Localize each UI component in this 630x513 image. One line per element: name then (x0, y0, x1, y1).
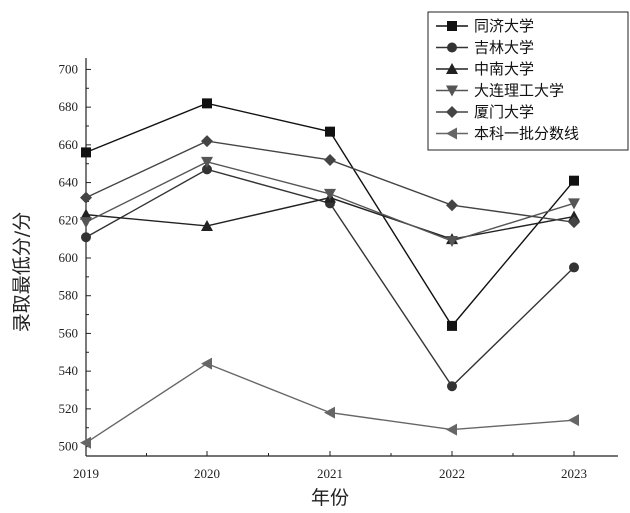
series-5 (80, 135, 580, 229)
y-tick-label: 500 (59, 439, 79, 454)
data-point (447, 381, 457, 392)
legend-entry: 中南大学 (436, 60, 534, 78)
series-1 (81, 98, 579, 331)
data-point (568, 216, 580, 229)
data-point (447, 320, 457, 331)
x-tick-label: 2021 (317, 466, 343, 481)
x-tick-label: 2023 (561, 466, 587, 481)
legend-marker (447, 21, 457, 31)
legend-label: 大连理工大学 (474, 82, 564, 100)
legend-entry: 大连理工大学 (436, 82, 564, 100)
data-point (201, 135, 213, 148)
legend-entry: 厦门大学 (436, 103, 534, 121)
data-point (80, 436, 91, 449)
legend-marker (446, 106, 458, 118)
data-point (81, 147, 91, 158)
legend-entry: 本科一批分数线 (436, 125, 579, 143)
data-point (569, 175, 579, 186)
y-tick-label: 620 (59, 212, 79, 227)
y-tick-label: 680 (59, 99, 79, 114)
data-point (324, 406, 335, 419)
y-tick-label: 560 (59, 325, 79, 340)
axes: 500 520 540 560 580 600 620 640 660 680 700 2019 202… (59, 58, 618, 481)
legend-entry: 同济大学 (436, 17, 534, 35)
series-line (85, 362, 575, 444)
data-point (202, 98, 212, 109)
x-tick-label: 2019 (73, 466, 99, 481)
data-point (568, 414, 579, 427)
data-point (81, 232, 91, 243)
data-point (201, 156, 213, 168)
legend-label: 吉林大学 (474, 39, 534, 57)
series-layer (80, 98, 580, 449)
legend-marker (446, 63, 458, 74)
legend-label: 中南大学 (474, 60, 534, 78)
data-point (202, 164, 212, 175)
legend-marker (446, 127, 457, 140)
series-2 (81, 164, 579, 392)
data-point (446, 199, 458, 212)
data-point (446, 423, 457, 436)
y-tick-label: 600 (59, 250, 79, 265)
data-point (568, 198, 580, 210)
data-point (325, 126, 335, 137)
legend-label: 本科一批分数线 (474, 125, 579, 143)
data-point (201, 219, 213, 231)
y-axis-title: 录取最低分/分 (11, 212, 33, 332)
legend-label: 同济大学 (474, 17, 534, 35)
legend-box (427, 11, 629, 151)
y-tick-label: 540 (59, 363, 79, 378)
x-axis-title: 年份 (311, 487, 349, 509)
data-point (324, 188, 336, 200)
series-4 (80, 156, 580, 248)
data-point (80, 217, 92, 229)
y-tick-label: 640 (59, 175, 79, 190)
data-point (80, 208, 92, 220)
y-tick-label: 660 (59, 137, 79, 152)
y-tick-label: 580 (59, 288, 79, 303)
data-point (201, 357, 212, 370)
data-point (324, 153, 336, 166)
series-line (85, 140, 575, 223)
data-point (80, 191, 92, 204)
series-6 (80, 357, 579, 449)
y-tick-label: 520 (59, 401, 79, 416)
y-tick-label: 700 (59, 61, 79, 76)
data-point (446, 236, 458, 248)
legend-marker (447, 42, 457, 53)
legend-label: 厦门大学 (474, 103, 534, 121)
data-point (569, 262, 579, 273)
x-tick-label: 2022 (439, 466, 465, 481)
legend-entry: 吉林大学 (436, 39, 534, 57)
legend-marker (446, 85, 458, 97)
data-point (568, 210, 580, 222)
x-tick-label: 2020 (194, 466, 220, 481)
